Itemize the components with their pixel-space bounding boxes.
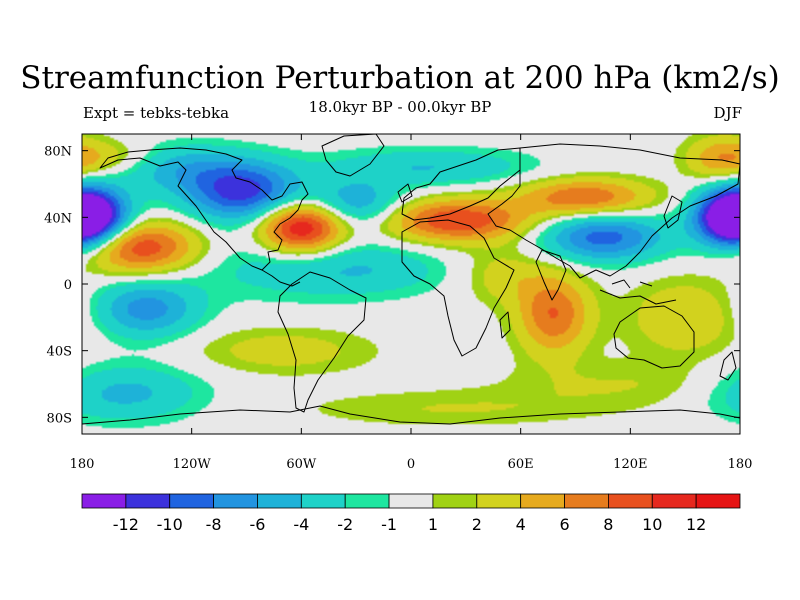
coastline-australia — [613, 305, 695, 369]
colorbar-label: 10 — [642, 515, 662, 534]
coastline-britain — [397, 183, 413, 203]
colorbar-label: 8 — [603, 515, 613, 534]
colorbar-swatch — [257, 493, 302, 509]
coastline-japan — [663, 195, 683, 229]
x-tick-label: 180 — [728, 457, 753, 472]
x-tick-label: 60W — [286, 457, 317, 472]
experiment-label: Expt = tebks-tebka — [83, 104, 230, 122]
colorbar-label: 4 — [516, 515, 526, 534]
coastline-asia — [487, 143, 741, 279]
y-tick-label: 80S — [47, 411, 72, 426]
colorbar-swatch — [344, 493, 390, 509]
x-tick-label: 180 — [70, 457, 95, 472]
colorbar-label: -2 — [337, 515, 353, 534]
colorbar-label: 6 — [559, 515, 569, 534]
colorbar-swatch — [476, 493, 522, 509]
coastline-greenland — [321, 133, 385, 177]
coastline-south-america — [277, 271, 367, 413]
colorbar-swatch — [300, 493, 346, 509]
colorbar-label: -1 — [381, 515, 397, 534]
colorbar-label: -4 — [293, 515, 309, 534]
map-title: Streamfunction Perturbation at 200 hPa (… — [20, 60, 780, 96]
x-tick-label: 120W — [173, 457, 212, 472]
colorbar-swatch — [695, 493, 741, 509]
colorbar-label: 12 — [686, 515, 706, 534]
colorbar-label: -12 — [113, 515, 139, 534]
colorbar-swatch — [125, 493, 171, 509]
colorbar-label: 2 — [472, 515, 482, 534]
colorbar-swatch — [388, 493, 434, 509]
coastline-north-america — [99, 147, 309, 271]
colorbar-swatch — [81, 493, 127, 509]
x-tick-label: 0 — [407, 457, 415, 472]
colorbar: -12 -10 -8 -6 -4 -2 -1 1 2 4 6 8 10 12 — [81, 493, 741, 534]
coastline-india — [535, 249, 567, 301]
y-tick-label: 40S — [47, 345, 72, 360]
y-tick-label: 0 — [64, 278, 72, 293]
colorbar-swatch — [520, 493, 565, 509]
map-field — [82, 134, 740, 434]
colorbar-swatch — [608, 493, 653, 509]
colorbar-label: -10 — [157, 515, 183, 534]
coastline-africa — [401, 219, 515, 357]
coastlines — [81, 133, 741, 425]
x-tick-label: 120E — [613, 457, 647, 472]
x-tick-label: 60E — [508, 457, 534, 472]
coastline-indonesia — [599, 279, 677, 305]
map-subtitle: 18.0kyr BP - 00.0kyr BP — [308, 98, 492, 116]
colorbar-swatch — [169, 493, 215, 509]
y-tick-label: 80N — [44, 145, 72, 160]
colorbar-swatch — [432, 493, 478, 509]
y-tick-label: 40N — [44, 211, 72, 226]
colorbar-label: 1 — [428, 515, 438, 534]
season-label: DJF — [713, 104, 742, 122]
coastline-madagascar — [499, 311, 511, 339]
colorbar-label: -6 — [249, 515, 265, 534]
colorbar-swatch — [651, 493, 697, 509]
colorbar-swatch — [213, 493, 258, 509]
colorbar-swatch — [564, 493, 609, 509]
colorbar-label: -8 — [206, 515, 222, 534]
streamfunction-field — [82, 134, 740, 434]
coastline-antarctica — [81, 405, 741, 425]
axis-ticks: 180 120W 60W 0 60E 120E 180 80N 40N 0 40S 80S — [44, 134, 752, 472]
coastline-central-america — [261, 269, 301, 287]
coastline-new-zealand — [719, 351, 737, 381]
